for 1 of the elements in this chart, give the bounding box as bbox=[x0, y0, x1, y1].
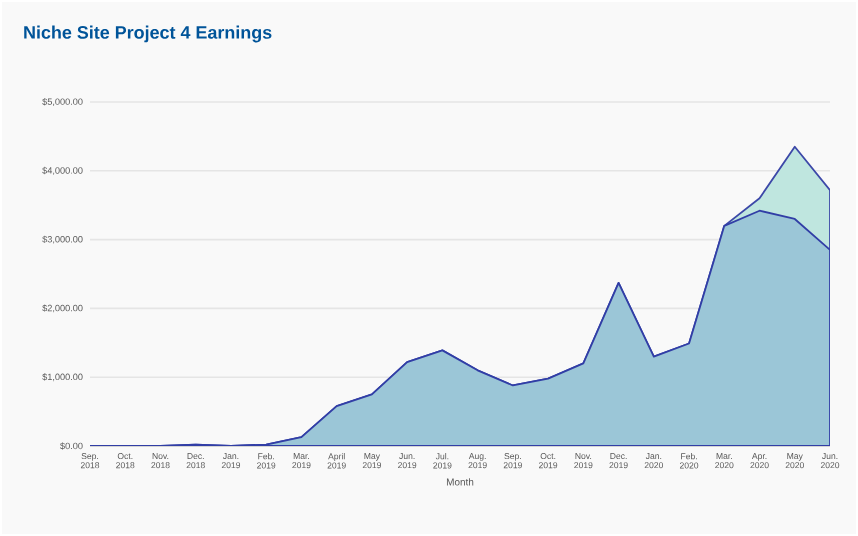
chart-title: Niche Site Project 4 Earnings bbox=[24, 25, 272, 43]
